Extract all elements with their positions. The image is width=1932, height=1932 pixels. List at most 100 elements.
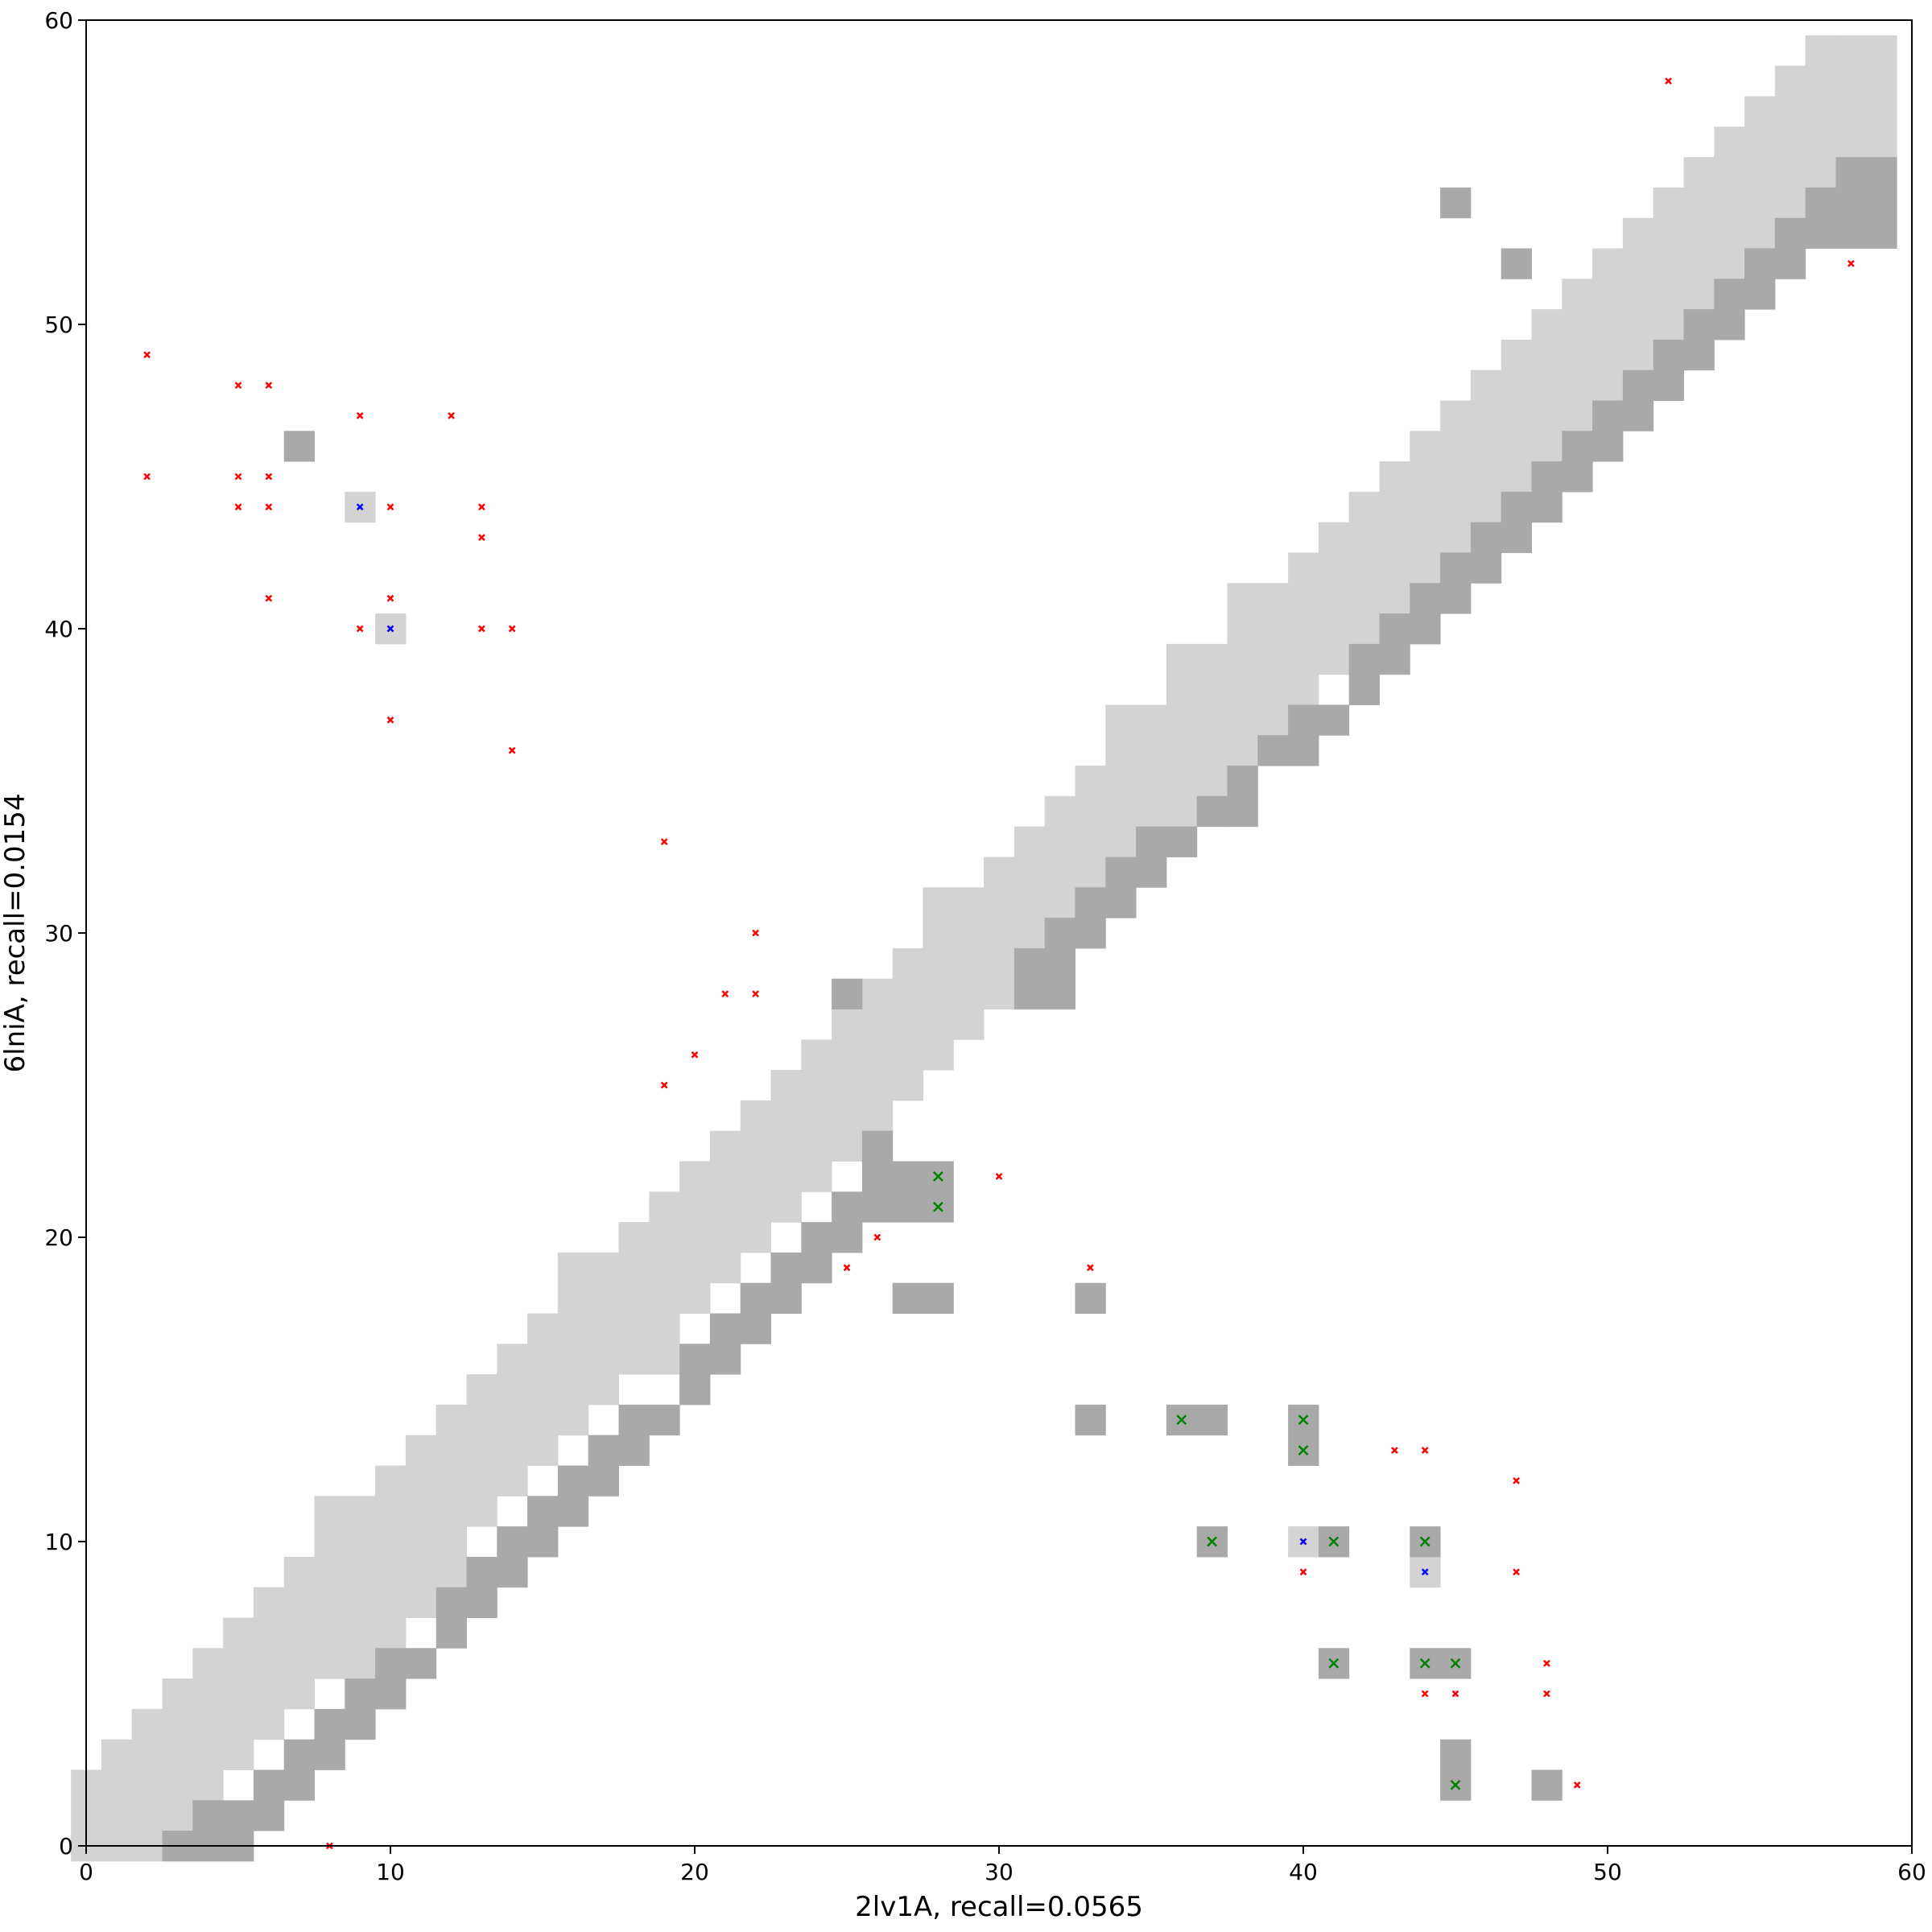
- red-marker: [1391, 1447, 1398, 1454]
- light-cell: [892, 978, 923, 1009]
- red-marker: [1087, 1264, 1094, 1272]
- light-cell: [223, 1617, 254, 1649]
- dark-cell: [345, 1708, 376, 1740]
- light-cell: [1075, 795, 1106, 828]
- light-cell: [923, 947, 954, 980]
- red-marker: [356, 625, 364, 633]
- light-cell: [618, 1222, 650, 1253]
- dark-cell: [1440, 1739, 1472, 1770]
- light-cell: [1866, 65, 1897, 97]
- dark-cell: [557, 1496, 589, 1527]
- light-cell: [1410, 461, 1441, 493]
- light-cell: [618, 1313, 650, 1344]
- red-marker: [265, 473, 273, 481]
- light-cell: [1440, 491, 1472, 523]
- light-cell: [314, 1526, 345, 1558]
- red-marker: [143, 473, 151, 481]
- light-cell: [1257, 674, 1289, 705]
- light-cell: [405, 1465, 437, 1496]
- light-cell: [923, 887, 954, 919]
- light-cell: [1714, 157, 1745, 188]
- red-marker: [995, 1173, 1003, 1180]
- red-marker: [660, 838, 668, 845]
- y-axis-label: 6lniA, recall=0.0154: [0, 794, 31, 1073]
- light-cell: [405, 1496, 437, 1527]
- light-cell: [1044, 826, 1075, 857]
- light-cell: [375, 1617, 407, 1649]
- light-cell: [1044, 887, 1075, 919]
- light-cell: [1592, 248, 1624, 279]
- red-marker: [1421, 1690, 1429, 1698]
- light-cell: [709, 1161, 741, 1192]
- light-cell: [1348, 522, 1380, 553]
- light-cell: [162, 1678, 193, 1710]
- light-cell: [832, 1039, 863, 1071]
- light-cell: [1501, 400, 1532, 431]
- light-cell: [1440, 461, 1472, 493]
- light-cell: [1410, 491, 1441, 523]
- dark-cell: [527, 1526, 559, 1558]
- light-cell: [892, 1009, 923, 1040]
- light-cell: [618, 1252, 650, 1284]
- dark-cell: [892, 1191, 923, 1223]
- x-axis-ticks: 0 10 20 30 40 50 60: [79, 1846, 1926, 1885]
- light-cell: [527, 1435, 559, 1466]
- light-cell: [131, 1769, 163, 1801]
- green-marker: [1298, 1445, 1309, 1455]
- light-cell: [1136, 735, 1167, 766]
- light-cell: [740, 1161, 771, 1192]
- light-cell: [223, 1678, 254, 1710]
- red-marker: [660, 1081, 668, 1089]
- light-cell: [1470, 431, 1502, 462]
- light-cell: [1531, 309, 1563, 341]
- light-cell: [1105, 795, 1137, 828]
- light-cell: [984, 857, 1015, 888]
- light-cell: [1166, 643, 1198, 675]
- dark-cell: [1835, 187, 1867, 219]
- light-cell: [1227, 735, 1258, 766]
- red-marker: [386, 716, 394, 724]
- light-cell: [162, 1739, 193, 1770]
- light-cell: [1744, 157, 1776, 188]
- dark-cell: [223, 1800, 254, 1831]
- dark-cell: [588, 1435, 619, 1466]
- x-tick-label: 30: [985, 1859, 1013, 1885]
- light-cell: [1227, 583, 1258, 614]
- light-cell: [770, 1191, 802, 1223]
- dark-cell: [1866, 217, 1897, 249]
- dark-cell: [861, 1161, 894, 1192]
- red-marker: [508, 746, 516, 754]
- dark-cell: [1136, 857, 1167, 888]
- light-cell: [588, 1313, 619, 1344]
- red-marker: [1513, 1568, 1520, 1576]
- dark-cell: [832, 1191, 863, 1223]
- dark-cell: [1166, 826, 1198, 857]
- dark-cell: [1744, 279, 1776, 310]
- light-cell: [436, 1404, 467, 1436]
- light-cell: [1562, 339, 1593, 371]
- dark-cell: [1501, 248, 1532, 279]
- dark-cell: [1683, 309, 1715, 341]
- red-marker: [386, 503, 394, 511]
- x-tick-label: 20: [680, 1859, 709, 1885]
- light-cell: [162, 1769, 193, 1801]
- light-cell: [1318, 643, 1350, 675]
- dark-cell: [1835, 217, 1867, 249]
- light-cell: [1592, 279, 1624, 310]
- light-cell: [1470, 400, 1502, 431]
- y-tick-label: 60: [44, 7, 73, 34]
- light-cell: [375, 1526, 407, 1558]
- red-marker: [508, 625, 516, 633]
- light-cell: [1257, 613, 1289, 645]
- dark-cell: [375, 1678, 407, 1710]
- dark-cell: [1774, 248, 1806, 279]
- light-cell: [1531, 369, 1563, 401]
- red-marker: [234, 473, 242, 481]
- light-cell: [953, 1009, 985, 1040]
- green-marker: [1176, 1414, 1187, 1426]
- light-cell: [923, 978, 954, 1009]
- light-cell: [1774, 65, 1806, 97]
- green-marker: [1419, 1536, 1430, 1547]
- dark-cell: [1592, 431, 1624, 462]
